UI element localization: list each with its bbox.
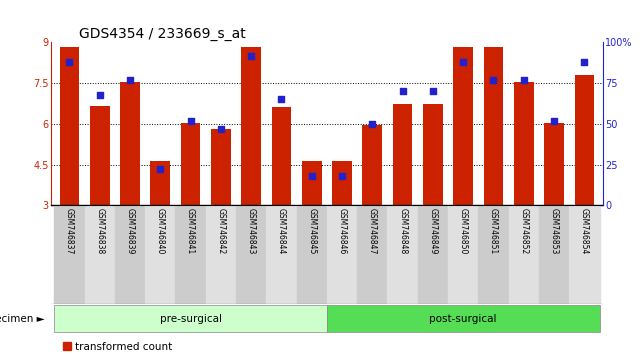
Point <box>155 167 165 172</box>
Text: GSM746849: GSM746849 <box>428 208 437 255</box>
Text: GSM746842: GSM746842 <box>217 208 226 255</box>
Text: GSM746839: GSM746839 <box>126 208 135 255</box>
Bar <box>151 161 170 205</box>
Text: GSM746850: GSM746850 <box>459 208 468 255</box>
Bar <box>115 205 145 304</box>
Text: GSM746851: GSM746851 <box>489 208 498 255</box>
Text: GSM746844: GSM746844 <box>277 208 286 255</box>
Point <box>185 118 196 124</box>
Bar <box>332 161 352 205</box>
Bar <box>357 205 388 304</box>
Point <box>458 59 469 65</box>
Text: GDS4354 / 233669_s_at: GDS4354 / 233669_s_at <box>79 28 246 41</box>
Bar <box>272 107 291 205</box>
Text: GSM746852: GSM746852 <box>519 208 528 255</box>
Bar <box>236 205 266 304</box>
Bar <box>393 104 412 205</box>
Bar <box>453 47 473 205</box>
Text: pre-surgical: pre-surgical <box>160 314 222 324</box>
Text: GSM746841: GSM746841 <box>186 208 195 255</box>
Bar <box>478 205 509 304</box>
Point <box>64 59 74 65</box>
Point <box>488 77 499 83</box>
Point <box>549 118 559 124</box>
Text: GSM746848: GSM746848 <box>398 208 407 255</box>
Point <box>216 126 226 132</box>
Bar <box>363 125 382 205</box>
Point <box>95 92 105 97</box>
Point <box>276 97 287 102</box>
Bar <box>242 47 261 205</box>
Bar <box>327 205 357 304</box>
Bar <box>297 205 327 304</box>
Bar <box>574 74 594 205</box>
Point <box>428 88 438 94</box>
Text: GSM746837: GSM746837 <box>65 208 74 255</box>
Bar <box>418 205 448 304</box>
Bar <box>327 305 599 332</box>
Bar <box>211 129 231 205</box>
Text: specimen ►: specimen ► <box>0 314 45 324</box>
Bar <box>302 161 322 205</box>
Text: GSM746838: GSM746838 <box>96 208 104 255</box>
Text: post-surgical: post-surgical <box>429 314 497 324</box>
Bar <box>484 47 503 205</box>
Bar <box>544 122 564 205</box>
Bar <box>266 205 297 304</box>
Bar <box>569 205 599 304</box>
Point <box>367 121 378 127</box>
Text: GSM746840: GSM746840 <box>156 208 165 255</box>
Bar <box>423 104 443 205</box>
Bar <box>448 205 478 304</box>
Bar <box>539 205 569 304</box>
Bar <box>54 205 85 304</box>
Bar <box>388 205 418 304</box>
Bar <box>181 122 201 205</box>
Point <box>337 173 347 179</box>
Text: GSM746853: GSM746853 <box>549 208 558 255</box>
Text: GSM746846: GSM746846 <box>338 208 347 255</box>
Bar <box>60 47 79 205</box>
Text: GSM746843: GSM746843 <box>247 208 256 255</box>
Point <box>397 88 408 94</box>
Bar <box>145 205 176 304</box>
Bar <box>120 82 140 205</box>
Point <box>246 53 256 58</box>
Bar <box>54 305 327 332</box>
Bar <box>206 205 236 304</box>
Text: GSM746847: GSM746847 <box>368 208 377 255</box>
Point <box>519 77 529 83</box>
Bar <box>514 82 533 205</box>
Bar <box>85 205 115 304</box>
Text: GSM746845: GSM746845 <box>307 208 316 255</box>
Legend: transformed count, percentile rank within the sample: transformed count, percentile rank withi… <box>63 342 251 354</box>
Bar <box>509 205 539 304</box>
Bar <box>176 205 206 304</box>
Text: GSM746854: GSM746854 <box>580 208 589 255</box>
Point <box>125 77 135 83</box>
Bar <box>90 106 110 205</box>
Point <box>579 59 590 65</box>
Point <box>306 173 317 179</box>
